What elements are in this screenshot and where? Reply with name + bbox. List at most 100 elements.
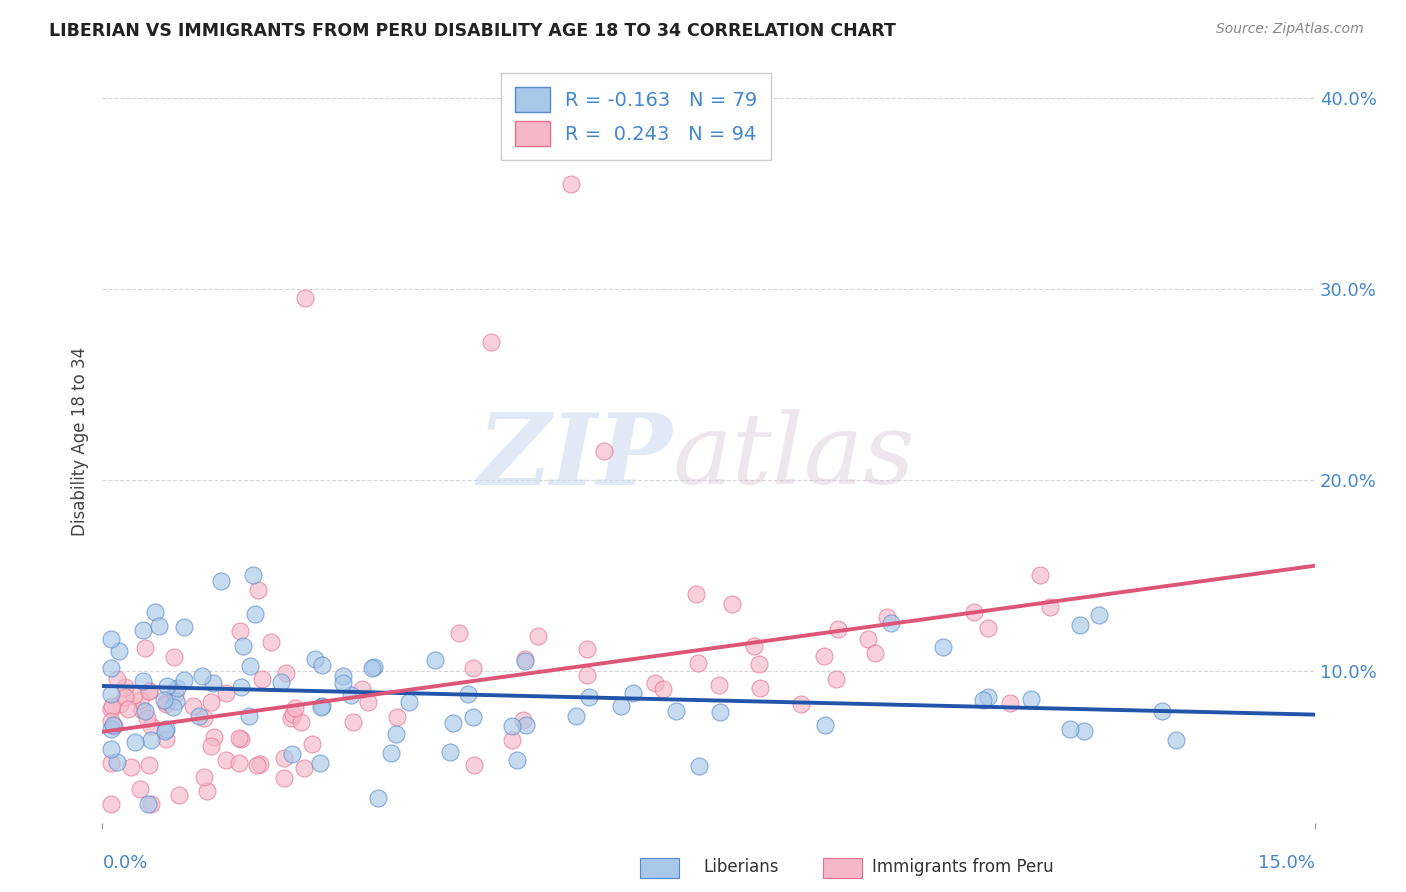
Point <box>155 695 177 709</box>
Point <box>748 681 770 695</box>
Point <box>977 690 1000 705</box>
Point <box>215 753 238 767</box>
Point <box>1059 722 1081 736</box>
Point <box>501 733 523 747</box>
Point <box>688 656 710 670</box>
Point <box>1088 608 1111 623</box>
Point <box>193 711 215 725</box>
Point <box>827 623 849 637</box>
Point <box>463 757 485 772</box>
Point <box>204 730 226 744</box>
Point <box>156 679 179 693</box>
Point <box>441 715 464 730</box>
Point <box>209 574 232 588</box>
Point <box>129 781 152 796</box>
Point <box>644 676 666 690</box>
Point <box>1019 691 1042 706</box>
Point <box>385 727 408 741</box>
Point <box>249 756 271 771</box>
Point <box>129 692 152 706</box>
Point <box>148 619 170 633</box>
Point <box>120 760 142 774</box>
Point <box>247 582 270 597</box>
Point <box>187 708 209 723</box>
Point <box>651 681 673 696</box>
Point <box>245 607 267 621</box>
Point <box>332 675 354 690</box>
Point <box>962 605 984 619</box>
Point <box>155 722 177 736</box>
Point <box>578 690 600 704</box>
Point <box>425 653 447 667</box>
Text: ZIP: ZIP <box>478 409 672 505</box>
Point <box>274 665 297 680</box>
Point <box>367 791 389 805</box>
Point <box>163 649 186 664</box>
Point <box>294 291 316 305</box>
Point <box>513 652 536 666</box>
Point <box>813 649 835 664</box>
Point <box>273 771 295 785</box>
Point <box>304 651 326 665</box>
Point <box>100 756 122 770</box>
Point <box>977 621 1000 635</box>
Point <box>790 697 813 711</box>
Point <box>103 719 125 733</box>
Point <box>131 703 153 717</box>
Point <box>193 770 215 784</box>
Text: Immigrants from Peru: Immigrants from Peru <box>872 858 1053 876</box>
Point <box>232 639 254 653</box>
Point <box>124 735 146 749</box>
Point <box>457 687 479 701</box>
Point <box>385 710 408 724</box>
Point <box>114 690 136 705</box>
Point <box>132 673 155 688</box>
Point <box>100 661 122 675</box>
Y-axis label: Disability Age 18 to 34: Disability Age 18 to 34 <box>72 347 89 536</box>
Point <box>1073 724 1095 739</box>
Point <box>101 698 124 713</box>
Point <box>311 699 333 714</box>
Point <box>621 686 644 700</box>
Point <box>361 661 384 675</box>
Point <box>107 672 129 686</box>
Point <box>138 684 160 698</box>
Point <box>398 695 420 709</box>
Point <box>197 783 219 797</box>
Point <box>526 629 548 643</box>
Point <box>201 676 224 690</box>
Point <box>273 751 295 765</box>
Point <box>200 739 222 753</box>
Point <box>709 705 731 719</box>
Point <box>610 698 633 713</box>
Point <box>231 680 253 694</box>
Point <box>565 709 588 723</box>
Point <box>342 714 364 729</box>
Point <box>191 669 214 683</box>
Point <box>824 672 846 686</box>
Point <box>447 626 470 640</box>
Point <box>239 659 262 673</box>
Point <box>134 704 156 718</box>
Point <box>560 177 582 191</box>
Point <box>270 674 292 689</box>
Point <box>138 758 160 772</box>
Point <box>153 693 176 707</box>
Point <box>134 641 156 656</box>
Point <box>461 660 484 674</box>
Text: 0.0%: 0.0% <box>103 854 148 872</box>
Point <box>290 714 312 729</box>
Point <box>876 609 898 624</box>
Point <box>309 756 332 771</box>
Point <box>1039 599 1062 614</box>
Point <box>311 657 333 672</box>
Point <box>281 706 304 721</box>
Point <box>813 718 835 732</box>
Point <box>292 761 315 775</box>
Point <box>155 697 177 711</box>
Point <box>100 632 122 647</box>
Point <box>380 746 402 760</box>
Point <box>167 788 190 802</box>
Point <box>1029 568 1052 582</box>
Point <box>1000 697 1022 711</box>
